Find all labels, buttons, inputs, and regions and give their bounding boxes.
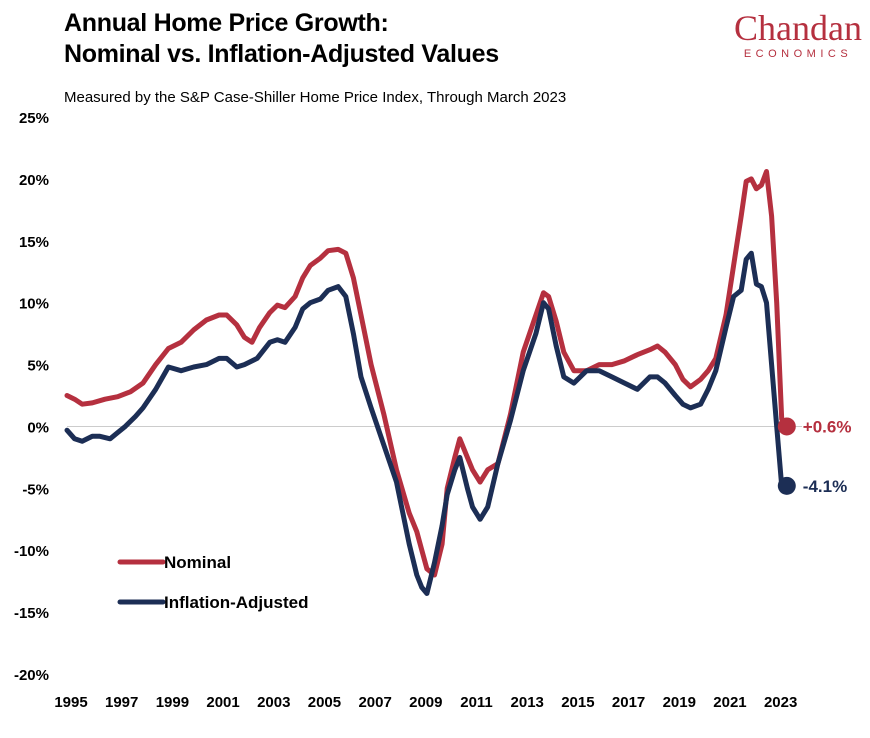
y-tick-label: 15% <box>19 234 49 251</box>
inflation-adjusted-end-label: -4.1% <box>803 477 847 496</box>
x-tick-label: 2021 <box>713 694 746 711</box>
x-tick-label: 2015 <box>561 694 594 711</box>
nominal-end-marker <box>777 417 796 436</box>
y-tick-label: 0% <box>27 419 49 436</box>
x-tick-label: 2013 <box>511 694 544 711</box>
x-tick-label: 2005 <box>308 694 341 711</box>
x-tick-label: 2011 <box>460 694 493 711</box>
y-tick-label: -5% <box>22 481 49 498</box>
y-tick-label: 20% <box>19 172 49 189</box>
brand-tagline: ECONOMICS <box>743 48 853 60</box>
chart-title-line-1: Annual Home Price Growth: <box>64 9 389 37</box>
brand-logo: Chandan ECONOMICS <box>734 10 862 60</box>
chart-title-line-2: Nominal vs. Inflation-Adjusted Values <box>64 40 499 68</box>
inflation-adjusted-end-marker <box>777 476 796 495</box>
legend-label-nominal: Nominal <box>164 553 231 572</box>
y-tick-label: -15% <box>14 605 49 622</box>
legend-label-inflation-adjusted: Inflation-Adjusted <box>164 593 308 612</box>
x-tick-label: 1997 <box>105 694 138 711</box>
inflation-adjusted-series-line <box>64 250 785 596</box>
chart-subtitle: Measured by the S&P Case-Shiller Home Pr… <box>64 89 567 106</box>
x-tick-label: 2007 <box>358 694 391 711</box>
x-tick-label: 1999 <box>156 694 189 711</box>
y-tick-label: 25% <box>19 110 49 127</box>
x-tick-label: 2023 <box>764 694 797 711</box>
x-tick-label: 2019 <box>663 694 696 711</box>
brand-name: Chandan <box>734 8 862 48</box>
x-tick-label: 2017 <box>612 694 645 711</box>
x-tick-label: 2001 <box>206 694 239 711</box>
y-tick-label: -10% <box>14 543 49 560</box>
y-tick-label: -20% <box>14 667 49 684</box>
nominal-series-line <box>64 169 785 578</box>
y-tick-label: 5% <box>27 358 49 375</box>
nominal-end-label: +0.6% <box>803 417 852 436</box>
x-tick-label: 1995 <box>54 694 87 711</box>
x-tick-label: 2009 <box>409 694 442 711</box>
chart-title: Annual Home Price Growth: Nominal vs. In… <box>64 8 499 70</box>
y-tick-label: 10% <box>19 296 49 313</box>
x-tick-label: 2003 <box>257 694 290 711</box>
